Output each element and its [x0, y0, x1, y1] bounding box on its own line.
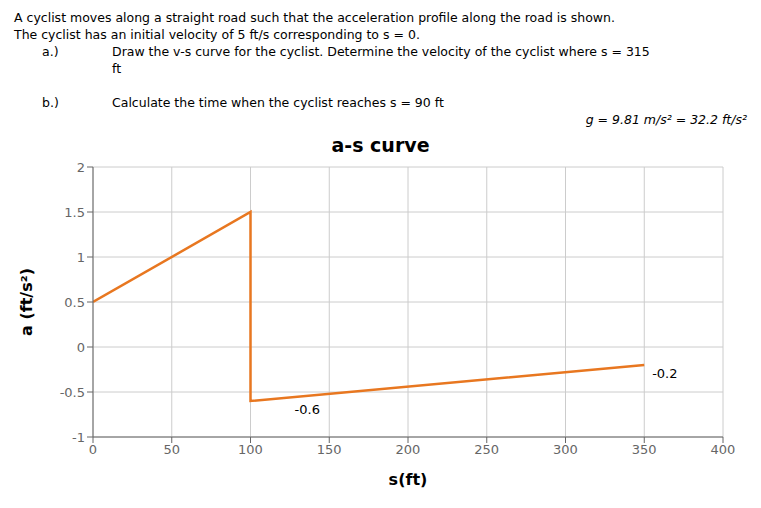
svg-text:400: 400: [711, 442, 736, 457]
svg-text:s(ft): s(ft): [389, 470, 428, 489]
svg-text:300: 300: [553, 442, 578, 457]
html-text:a-s curve: a-s curve: [331, 134, 430, 156]
svg-text:150: 150: [317, 442, 342, 457]
svg-text:350: 350: [632, 442, 657, 457]
svg-text:1.5: 1.5: [64, 205, 85, 220]
svg-text:250: 250: [474, 442, 499, 457]
svg-text:0: 0: [89, 442, 97, 457]
svg-text:0: 0: [77, 340, 85, 355]
svg-text:-0.6: -0.6: [295, 402, 320, 417]
html-text:Calculate the time when the cy: Calculate the time when the cyclist reac…: [112, 95, 444, 110]
html-text:b.): b.): [42, 95, 59, 110]
html-text:a.): a.): [42, 44, 59, 59]
svg-text:200: 200: [396, 442, 421, 457]
html-text:A cyclist moves along a straig: A cyclist moves along a straight road su…: [14, 10, 615, 25]
svg-text:a (ft/s²): a (ft/s²): [17, 268, 36, 336]
svg-text:50: 50: [163, 442, 180, 457]
svg-text:1: 1: [77, 250, 85, 265]
html-text:g = 9.81 m/s² = 32.2 ft/s²: g = 9.81 m/s² = 32.2 ft/s²: [585, 112, 747, 127]
svg-text:-0.5: -0.5: [60, 385, 85, 400]
svg-text:100: 100: [238, 442, 263, 457]
svg-text:-1: -1: [72, 430, 85, 445]
svg-text:-0.2: -0.2: [652, 366, 677, 381]
html-text:ft: ft: [112, 61, 122, 76]
html-text:Draw the v-s curve for the cyc: Draw the v-s curve for the cyclist. Dete…: [112, 44, 650, 59]
svg-text:2: 2: [77, 160, 85, 175]
svg-text:0.5: 0.5: [64, 295, 85, 310]
html-text:The cyclist has an initial vel: The cyclist has an initial velocity of 5…: [14, 27, 420, 42]
